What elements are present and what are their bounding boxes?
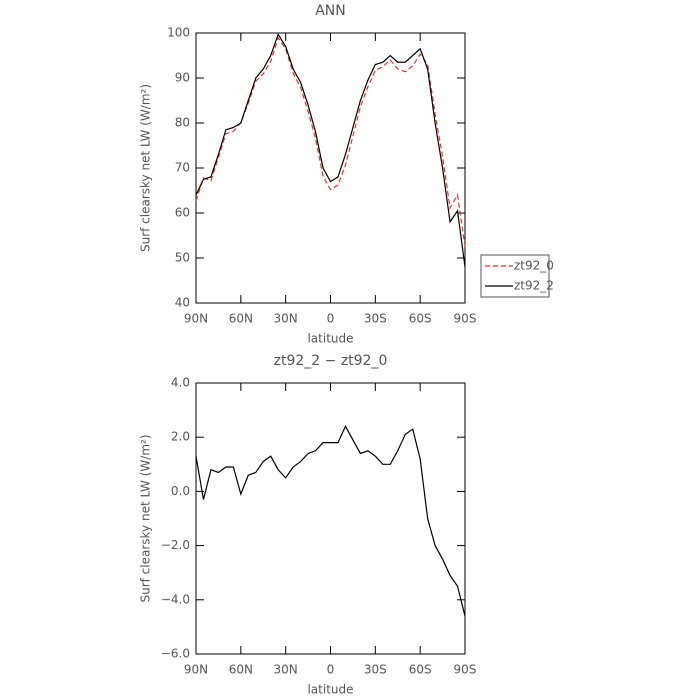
data-line [195,32,466,268]
x-tick-label: 60N [229,663,253,677]
data-line [195,36,466,247]
x-tick-label: 90S [454,663,477,677]
y-axis-label: Surf clearsky net LW (W/m²) [139,84,153,252]
y-tick-label: 40 [175,296,190,310]
x-axis-label: latitude [307,332,353,346]
y-tick-label: 50 [175,251,190,265]
y-tick-label: 4.0 [171,376,190,390]
x-tick-label: 0 [327,663,335,677]
x-tick-label: 30S [364,312,387,326]
y-tick-label: −6.0 [161,647,190,661]
x-axis-label: latitude [307,683,353,697]
x-tick-label: 90S [454,312,477,326]
legend-box [480,254,550,298]
y-tick-label: 60 [175,206,190,220]
y-tick-label: −2.0 [161,538,190,552]
x-tick-label: 90N [184,663,208,677]
x-tick-label: 60S [409,312,432,326]
y-tick-label: 0.0 [171,484,190,498]
plot-frame [195,382,466,655]
x-tick-label: 30N [274,663,298,677]
x-tick-label: 60S [409,663,432,677]
y-tick-label: 70 [175,161,190,175]
y-tick-label: 80 [175,116,190,130]
legend-label: zt92_2 [514,279,554,293]
x-tick-label: 30N [274,312,298,326]
chart-title: ANN [315,3,346,19]
y-tick-label: −4.0 [161,592,190,606]
y-tick-label: 90 [175,71,190,85]
y-tick-label: 2.0 [171,430,190,444]
legend-label: zt92_0 [514,259,554,273]
x-tick-label: 30S [364,663,387,677]
plot-frame [195,32,466,304]
chart-title: zt92_2 − zt92_0 [274,353,388,369]
y-axis-label: Surf clearsky net LW (W/m²) [139,434,153,602]
data-line [195,425,466,617]
x-tick-label: 90N [184,312,208,326]
x-tick-label: 60N [229,312,253,326]
y-tick-label: 100 [167,26,190,40]
x-tick-label: 0 [327,312,335,326]
